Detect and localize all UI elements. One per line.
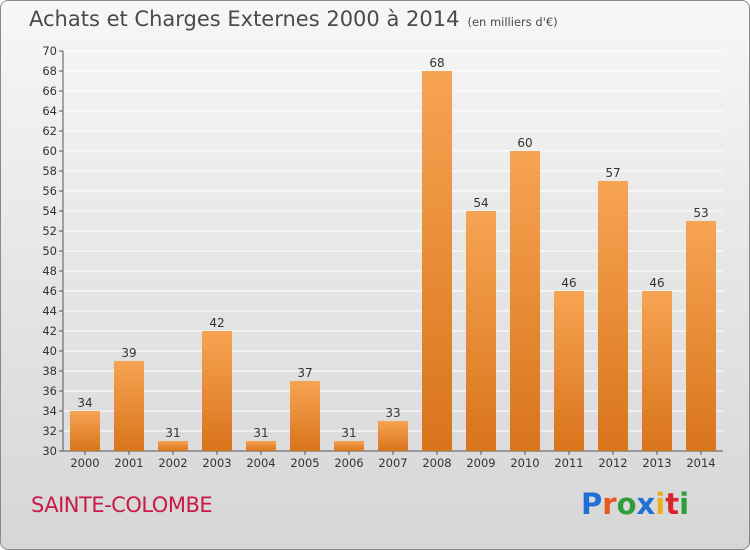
- x-tick-label-2004: 2004: [246, 456, 275, 470]
- bar-2005: [290, 381, 320, 451]
- bar-2006: [334, 441, 364, 451]
- bar-2013: [642, 291, 672, 451]
- value-label-2005: 37: [297, 366, 312, 380]
- y-tick-label: 50: [42, 244, 57, 258]
- bar-2007: [378, 421, 408, 451]
- x-tick-label-2012: 2012: [598, 456, 627, 470]
- x-tick-label-2001: 2001: [114, 456, 143, 470]
- logo-letter: r: [602, 487, 617, 521]
- value-label-2000: 34: [77, 396, 92, 410]
- logo-letter: x: [636, 487, 656, 521]
- y-tick-label: 56: [42, 184, 57, 198]
- bar-2008: [422, 71, 452, 451]
- x-tick-label-2005: 2005: [290, 456, 319, 470]
- x-tick-label-2006: 2006: [334, 456, 363, 470]
- bar-2002: [158, 441, 188, 451]
- x-tick-label-2007: 2007: [378, 456, 407, 470]
- x-tick-label-2003: 2003: [202, 456, 231, 470]
- y-tick-label: 52: [42, 224, 57, 238]
- y-tick-label: 54: [42, 204, 57, 218]
- value-label-2011: 46: [561, 276, 576, 290]
- x-tick-label-2008: 2008: [422, 456, 451, 470]
- chart-title-text: Achats et Charges Externes 2000 à 2014: [29, 7, 460, 31]
- value-label-2007: 33: [385, 406, 400, 420]
- value-label-2012: 57: [605, 166, 620, 180]
- y-tick-label: 36: [42, 384, 57, 398]
- bar-2011: [554, 291, 584, 451]
- x-tick-label-2009: 2009: [466, 456, 495, 470]
- bar-2001: [114, 361, 144, 451]
- bars: [70, 71, 716, 451]
- y-tick-label: 30: [42, 444, 57, 458]
- labels: 30 32 34 36 38 40 42 44 46 48 50 52 54 56 58 60 62 64 66 68…: [42, 44, 715, 470]
- logo-letter: i: [655, 487, 666, 521]
- x-tick-label-2002: 2002: [158, 456, 187, 470]
- x-tick-label-2014: 2014: [686, 456, 715, 470]
- value-label-2013: 46: [649, 276, 664, 290]
- chart-unit: (en milliers d'€): [467, 15, 558, 29]
- y-tick-label: 62: [42, 124, 57, 138]
- y-tick-label: 68: [42, 64, 57, 78]
- bar-2000: [70, 411, 100, 451]
- value-label-2009: 54: [473, 196, 488, 210]
- y-tick-label: 32: [42, 424, 57, 438]
- value-label-2008: 68: [429, 56, 444, 70]
- x-tick-label-2013: 2013: [642, 456, 671, 470]
- x-tick-label-2000: 2000: [70, 456, 99, 470]
- value-label-2002: 31: [165, 426, 180, 440]
- value-label-2006: 31: [341, 426, 356, 440]
- y-tick-label: 46: [42, 284, 57, 298]
- logo-letter: t: [665, 487, 680, 521]
- bar-2010: [510, 151, 540, 451]
- y-tick-label: 60: [42, 144, 57, 158]
- y-tick-label: 70: [42, 44, 57, 58]
- value-label-2003: 42: [209, 316, 224, 330]
- value-label-2001: 39: [121, 346, 136, 360]
- chart-title: Achats et Charges Externes 2000 à 2014 (e…: [29, 7, 558, 31]
- bar-2009: [466, 211, 496, 451]
- logo-letter: o: [616, 487, 637, 521]
- x-tick-label-2010: 2010: [510, 456, 539, 470]
- y-tick-label: 40: [42, 344, 57, 358]
- y-tick-label: 44: [42, 304, 57, 318]
- bar-2004: [246, 441, 276, 451]
- y-tick-label: 66: [42, 84, 57, 98]
- y-tick-label: 58: [42, 164, 57, 178]
- value-label-2010: 60: [517, 136, 532, 150]
- bar-2014: [686, 221, 716, 451]
- value-label-2004: 31: [253, 426, 268, 440]
- bar-2003: [202, 331, 232, 451]
- value-label-2014: 53: [693, 206, 708, 220]
- logo-letter: P: [581, 487, 603, 521]
- logo-letter: i: [679, 487, 690, 521]
- y-tick-label: 34: [42, 404, 57, 418]
- bar-2012: [598, 181, 628, 451]
- y-tick-label: 64: [42, 104, 57, 118]
- proxiti-logo: Proxiti: [581, 487, 689, 521]
- x-tick-label-2011: 2011: [554, 456, 583, 470]
- y-tick-label: 48: [42, 264, 57, 278]
- y-tick-label: 42: [42, 324, 57, 338]
- y-tick-label: 38: [42, 364, 57, 378]
- commune-name: SAINTE-COLOMBE: [31, 493, 213, 517]
